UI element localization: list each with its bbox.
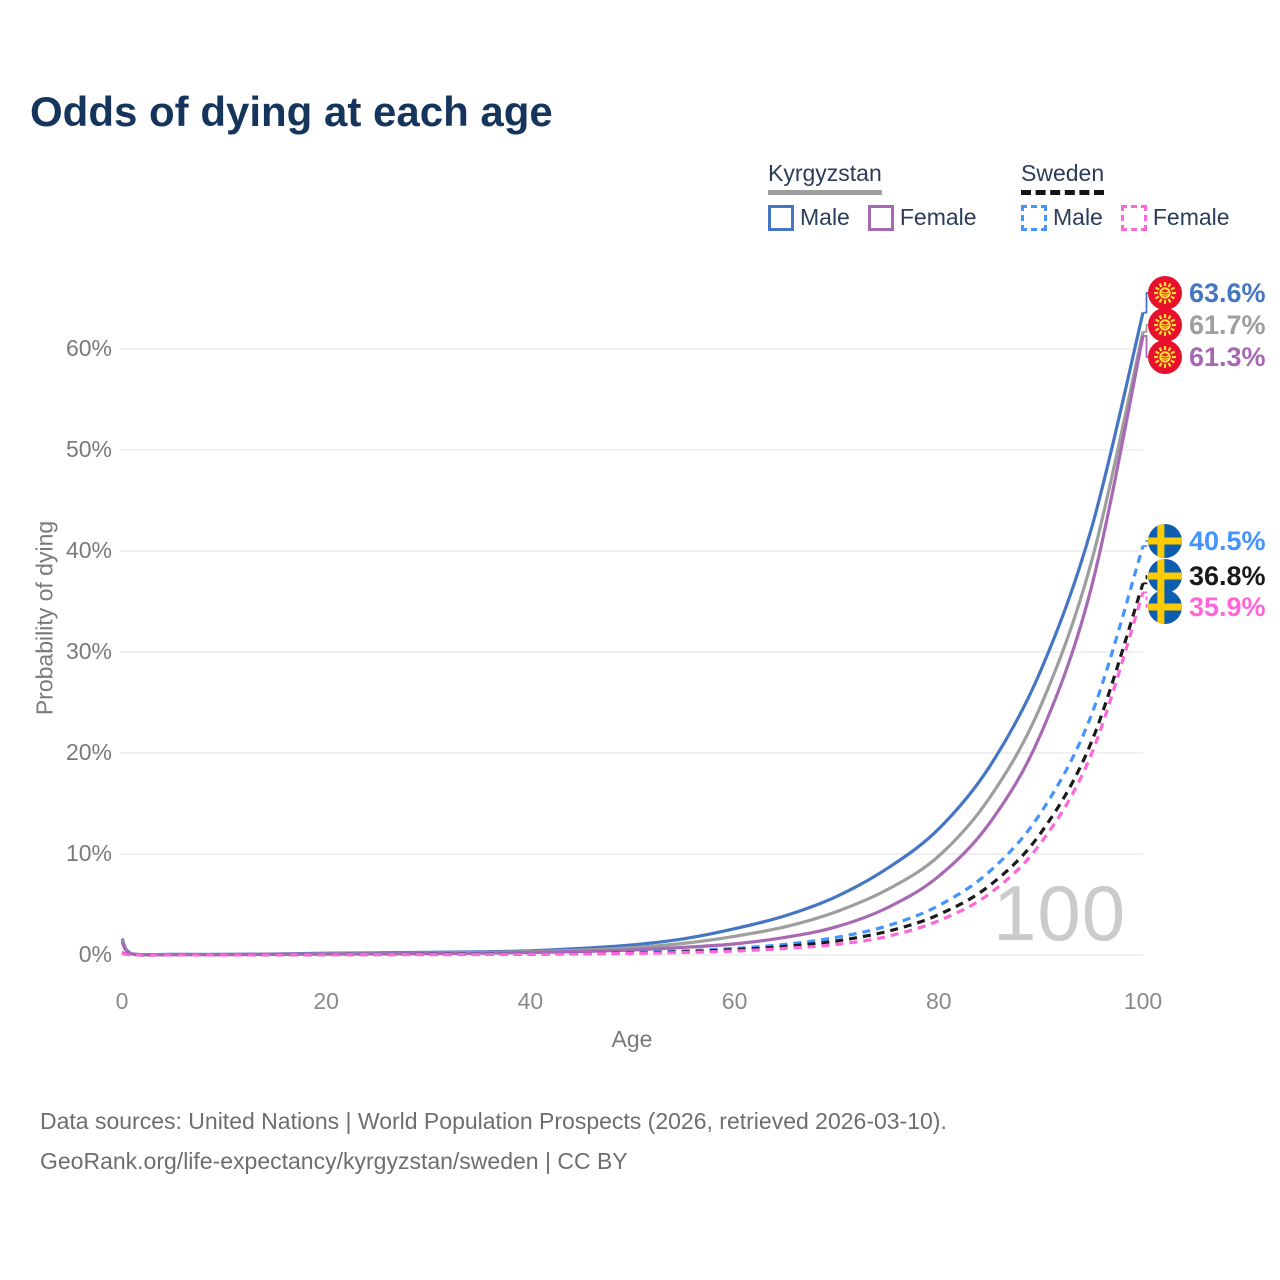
attribution-link-text: GeoRank.org/life-expectancy/kyrgyzstan/s…	[40, 1148, 628, 1174]
end-label-value: 61.7%	[1189, 309, 1266, 340]
legend-label-sweden-male: Male	[1053, 204, 1103, 230]
series-line-sweden[interactable]	[121, 582, 1145, 957]
legend-label-kyrgyzstan-female: Female	[899, 204, 977, 230]
y-tick-60: 60%	[65, 335, 112, 361]
legend-country-sweden[interactable]: Sweden	[1021, 160, 1105, 195]
end-label-value: 61.3%	[1189, 341, 1266, 372]
x-tick-0: 0	[115, 988, 129, 1014]
legend-label-sweden-female: Female	[1152, 204, 1230, 230]
legend-checkbox-sweden-female[interactable]	[1120, 204, 1147, 231]
legend-row-kyrgyzstan: Male Female	[768, 204, 995, 231]
y-tick-10: 10%	[65, 840, 112, 866]
y-axis-title: Probability of dying	[31, 520, 58, 716]
sweden-flag-icon	[1148, 559, 1182, 593]
series-line-kyrgyzstan[interactable]	[120, 331, 1145, 957]
series-line-sweden-male[interactable]	[121, 545, 1145, 957]
y-tick-30: 30%	[65, 638, 112, 664]
legend-row-sweden: Male Female	[1021, 204, 1248, 231]
sweden-flag-icon	[1148, 524, 1182, 558]
series-line-kyrgyzstan-female[interactable]	[120, 335, 1145, 957]
legend-checkbox-kyrgyzstan-female[interactable]	[867, 204, 894, 231]
y-tick-0: 0%	[78, 941, 112, 967]
leader-line-sweden	[1143, 575, 1150, 585]
series-line-kyrgyzstan-male[interactable]	[120, 312, 1145, 957]
end-label-kyrgyzstan-male: 63.6%	[1148, 276, 1266, 310]
gridlines	[120, 348, 1143, 956]
legend-checkbox-kyrgyzstan-male[interactable]	[768, 204, 794, 231]
kyrgyzstan-flag-icon	[1148, 340, 1182, 374]
end-label-sweden-female: 35.9%	[1148, 590, 1266, 624]
kyrgyzstan-flag-icon	[1148, 308, 1182, 342]
x-tick-80: 80	[926, 988, 952, 1014]
x-tick-20: 20	[313, 988, 339, 1014]
data-source-text: Data sources: United Nations | World Pop…	[40, 1108, 947, 1134]
end-label-value: 36.8%	[1189, 560, 1266, 591]
y-tick-20: 20%	[65, 739, 112, 765]
y-tick-40: 40%	[65, 537, 112, 563]
kyrgyzstan-flag-icon	[1148, 276, 1182, 310]
x-tick-100: 100	[1123, 988, 1163, 1014]
legend-group-sweden: Sweden Male Female	[1021, 160, 1248, 231]
legend-group-kyrgyzstan: Kyrgyzstan Male Female	[768, 160, 995, 231]
sweden-flag-icon	[1148, 590, 1182, 624]
end-label-kyrgyzstan-female: 61.3%	[1148, 340, 1266, 374]
end-label-value: 40.5%	[1189, 525, 1266, 556]
x-tick-60: 60	[721, 988, 748, 1014]
series-line-sweden-female[interactable]	[121, 591, 1145, 957]
end-label-kyrgyzstan: 61.7%	[1148, 308, 1266, 342]
x-axis-title: Age	[611, 1026, 653, 1052]
legend-checkbox-sweden-male[interactable]	[1021, 204, 1047, 231]
leader-line-sweden-female	[1143, 591, 1150, 608]
y-tick-50: 50%	[65, 436, 112, 462]
end-label-sweden-male: 40.5%	[1148, 524, 1266, 558]
age-watermark: 100	[993, 869, 1127, 957]
x-tick-40: 40	[517, 988, 544, 1014]
end-label-sweden: 36.8%	[1148, 559, 1266, 593]
legend-label-kyrgyzstan-male: Male	[800, 204, 850, 230]
end-label-value: 63.6%	[1189, 277, 1266, 308]
page-title: Odds of dying at each age	[30, 88, 553, 135]
legend-country-kyrgyzstan[interactable]: Kyrgyzstan	[768, 160, 882, 195]
end-label-value: 35.9%	[1189, 591, 1266, 622]
